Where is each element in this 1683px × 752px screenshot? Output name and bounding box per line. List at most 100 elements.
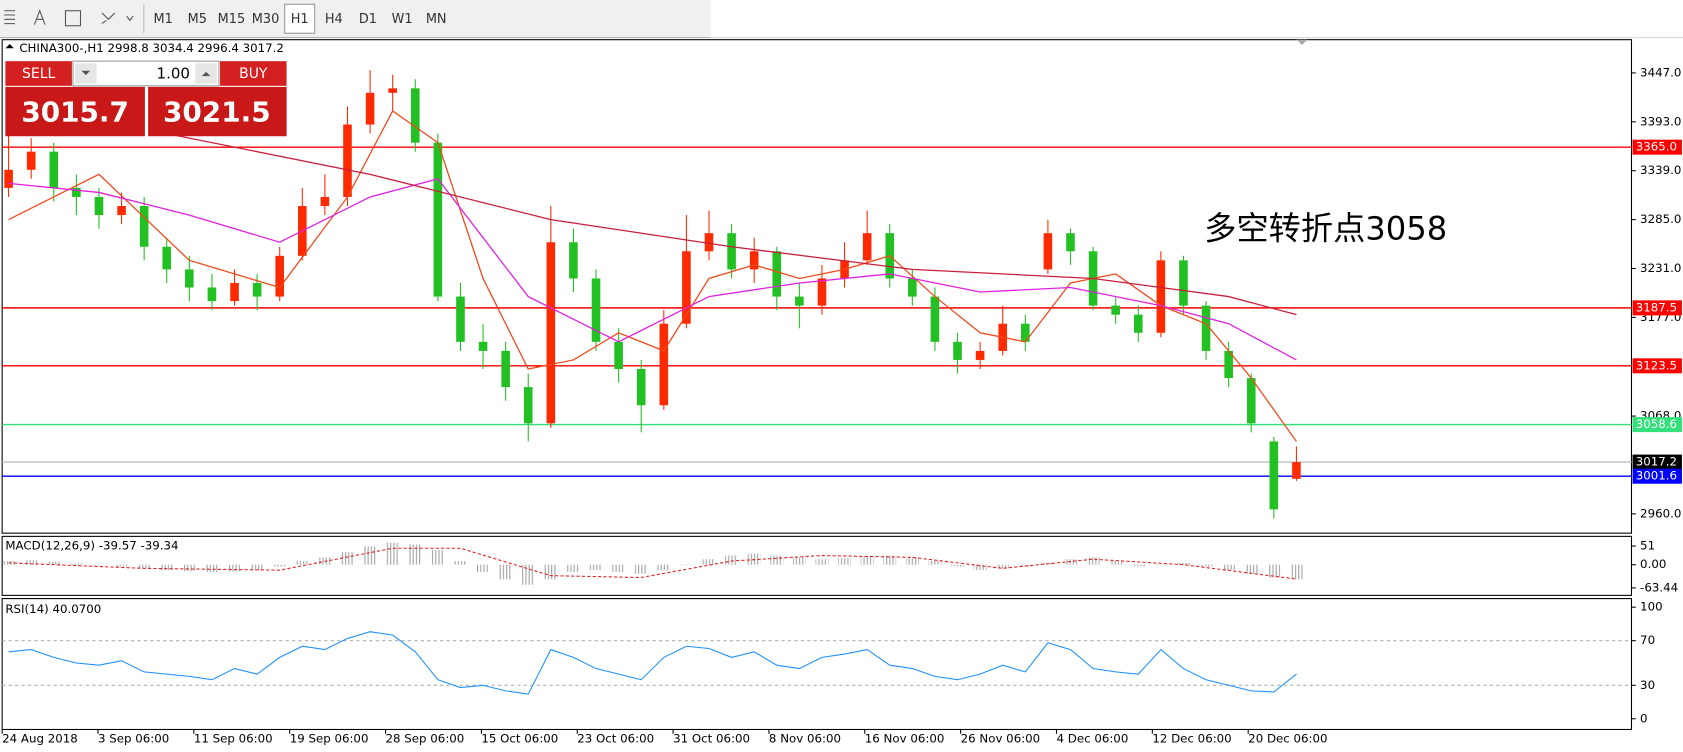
macd-bar [679, 564, 693, 566]
candle-body [139, 206, 149, 247]
y-tick-label: 3447.0 [1640, 65, 1681, 79]
candle-body [320, 196, 330, 207]
level-label: 3187.5 [1636, 300, 1677, 314]
chart-header: CHINA300-,H1 2998.8 3034.4 2996.4 3017.2 [19, 41, 284, 55]
candle-body [1269, 441, 1279, 510]
x-tick-label: 19 Sep 06:00 [290, 732, 369, 746]
macd-signal [8, 547, 1297, 580]
macd-bar [634, 564, 648, 574]
rsi-line [8, 631, 1297, 695]
candle-body [1179, 260, 1188, 306]
candle-body [1066, 233, 1075, 252]
candle-body [501, 350, 510, 388]
timeframe-button[interactable]: M1 [154, 12, 173, 27]
moving-average [166, 132, 1297, 316]
buy-button[interactable] [220, 61, 287, 86]
toolbar-empty [710, 0, 1683, 38]
y-tick-label: 3285.0 [1640, 212, 1681, 226]
macd-bar [951, 564, 964, 567]
timeframe-button[interactable]: D1 [359, 12, 377, 27]
candle-body [795, 296, 804, 306]
x-tick-label: 26 Nov 06:00 [961, 732, 1041, 746]
x-tick-label: 11 Sep 06:00 [194, 732, 273, 746]
candle-body [433, 142, 443, 297]
macd-bar [838, 558, 851, 565]
toolbar-icons [4, 4, 145, 34]
timeframe-button[interactable]: H1 [291, 12, 309, 27]
macd-bar [589, 564, 603, 571]
icon-text[interactable] [33, 9, 46, 25]
timeframe-button[interactable]: H4 [325, 12, 343, 27]
timeframe-button[interactable]: MN [426, 12, 447, 27]
sell-button[interactable] [5, 61, 72, 86]
macd-bar [47, 561, 61, 565]
timeframe-button[interactable]: M15 [218, 12, 245, 27]
candle-body [207, 287, 217, 302]
macd-bar [1177, 562, 1190, 565]
macd-bar [137, 564, 151, 569]
sell-price-box[interactable] [5, 86, 145, 137]
candle-body [1156, 260, 1166, 333]
macd-bar [792, 557, 806, 565]
candle-body [1021, 323, 1030, 342]
macd-bar [905, 557, 919, 565]
macd-bar [1154, 564, 1168, 566]
macd-bar [295, 561, 309, 565]
candle-body [230, 282, 239, 302]
candle-body [614, 341, 623, 370]
macd-bar [431, 550, 445, 565]
macd-bar [657, 564, 671, 571]
timeframe-button[interactable]: M5 [188, 12, 207, 27]
macd-bar [883, 555, 897, 565]
timeframe-button[interactable]: M30 [252, 12, 279, 27]
macd-bar [1267, 564, 1281, 578]
macd-bar [476, 564, 490, 573]
macd-bar [182, 564, 196, 572]
rsi-y-tick-label: 30 [1640, 678, 1655, 692]
level-tag [1632, 468, 1682, 484]
macd-bar [228, 564, 241, 572]
level-label: 3017.2 [1636, 455, 1677, 469]
macd-bar [273, 564, 287, 567]
rsi-y-tick-label: 70 [1640, 633, 1655, 647]
timeframe-button[interactable]: W1 [392, 12, 413, 27]
icon-label[interactable] [64, 10, 82, 27]
icon-shapes[interactable] [101, 12, 134, 25]
buy-price: 3021.5 [163, 96, 271, 129]
macd-bar [544, 564, 558, 580]
candle-body [72, 187, 81, 197]
lot-value: 1.00 [157, 65, 190, 83]
moving-average [8, 110, 1297, 442]
candle-body [591, 278, 601, 342]
icon-lines[interactable] [4, 10, 16, 25]
lot-input[interactable] [72, 60, 220, 87]
candle-body [569, 242, 578, 279]
candle-body [162, 246, 172, 270]
candle-body [49, 151, 59, 188]
candle-body [1133, 314, 1143, 333]
buy-price-box[interactable] [148, 86, 287, 137]
candle-body [1111, 305, 1120, 315]
rsi-y-tick-label: 100 [1640, 600, 1663, 614]
candle-body [862, 233, 872, 261]
candle-body [185, 269, 194, 288]
sell-price: 3015.7 [21, 96, 129, 129]
macd-bar [92, 564, 106, 566]
shift-marker [1296, 39, 1308, 46]
macd-bar [521, 564, 535, 585]
macd-bar [996, 564, 1010, 569]
candle-body [456, 296, 465, 342]
candle-body [388, 88, 397, 93]
macd-bar [205, 564, 219, 573]
macd-bar [973, 564, 987, 571]
macd-label: MACD(12,26,9) -39.57 -39.34 [5, 539, 178, 553]
candle-body [546, 242, 556, 424]
candle-body [523, 387, 533, 424]
header-arrow [5, 43, 14, 49]
candle-body [1224, 350, 1233, 379]
level-label: 3365.0 [1636, 140, 1677, 154]
macd-bar [341, 551, 354, 565]
candle-body [410, 88, 420, 143]
y-tick-label: 2960.0 [1640, 506, 1681, 520]
